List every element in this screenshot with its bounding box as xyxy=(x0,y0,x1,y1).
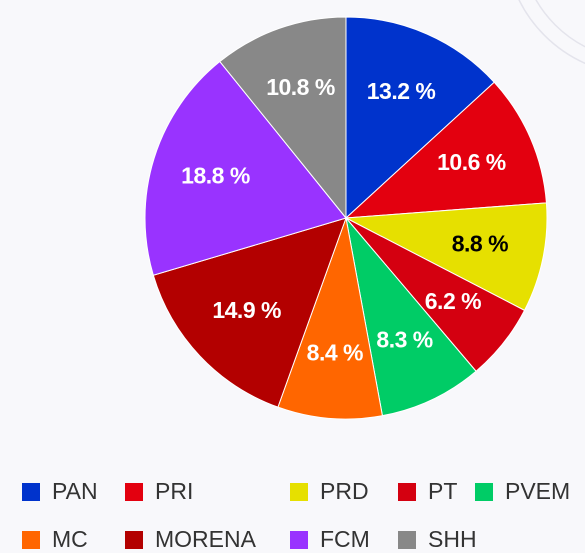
legend-swatch xyxy=(22,483,40,501)
pie-slice xyxy=(344,202,548,312)
legend-swatch xyxy=(125,483,143,501)
pie-slice xyxy=(345,16,495,220)
data-label: 8.8 % xyxy=(452,230,508,256)
legend-label: MC xyxy=(52,526,88,552)
legend-label: SHH xyxy=(428,526,477,552)
legend-label: PT xyxy=(428,478,457,504)
legend-swatch xyxy=(475,483,493,501)
pie-slice xyxy=(344,81,547,219)
legend-swatch xyxy=(398,483,416,501)
pie-slice xyxy=(219,16,347,220)
decoration xyxy=(518,0,585,65)
pie-slice xyxy=(152,217,347,408)
data-label: 18.8 % xyxy=(181,162,250,188)
data-label: 13.2 % xyxy=(367,78,436,104)
data-label: 10.8 % xyxy=(266,74,335,100)
legend-swatch xyxy=(290,483,308,501)
legend-swatch xyxy=(22,531,40,549)
pie-slice xyxy=(277,216,384,420)
pie-slice xyxy=(345,216,477,417)
data-label: 14.9 % xyxy=(212,297,281,323)
legend-label: PRD xyxy=(320,478,369,504)
legend-label: FCM xyxy=(320,526,370,552)
legend-label: PAN xyxy=(52,478,98,504)
data-label: 8.3 % xyxy=(376,327,432,353)
pie-slice xyxy=(144,60,347,276)
legend-swatch xyxy=(125,531,143,549)
legend-label: PRI xyxy=(155,478,193,504)
legend-label: MORENA xyxy=(155,526,257,552)
data-label: 8.4 % xyxy=(307,339,363,365)
legend-label: PVEM xyxy=(505,478,570,504)
data-label: 6.2 % xyxy=(425,288,481,314)
legend-swatch xyxy=(290,531,308,549)
legend-swatch xyxy=(398,531,416,549)
data-label: 10.6 % xyxy=(437,149,506,175)
